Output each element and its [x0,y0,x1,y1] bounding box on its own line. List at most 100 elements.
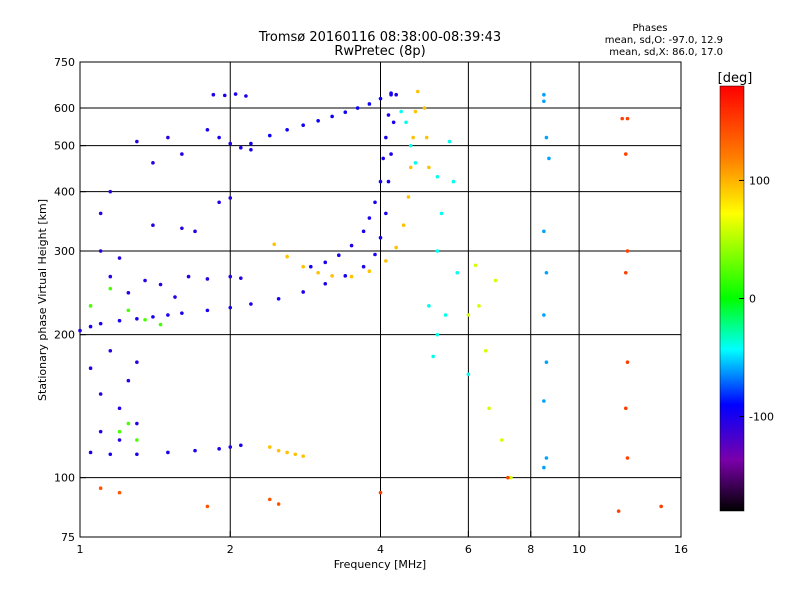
data-point [126,421,131,426]
data-point [117,438,122,442]
data-point [228,141,233,146]
data-point [616,509,621,513]
data-point [435,174,440,179]
x-tick-label: 2 [227,543,234,556]
data-point [98,392,103,396]
colorbar-label: [deg] [718,71,753,86]
data-point [394,92,398,97]
plot-area [78,61,682,538]
data-point [249,302,253,306]
data-point [108,286,113,291]
data-point [381,156,385,161]
x-tick-label: 8 [527,543,534,556]
data-point [367,102,372,106]
data-point [88,304,93,308]
data-point [384,135,388,140]
data-point [244,94,248,98]
data-point [378,490,383,495]
data-point [493,278,498,283]
data-point [404,120,408,125]
data-point [542,399,546,403]
data-point [447,139,452,144]
x-tick-label: 16 [674,543,688,556]
data-point [301,454,305,458]
data-point [308,264,313,269]
data-point [542,229,546,234]
trace-7 [267,445,305,458]
data-point [135,139,139,144]
data-point [158,322,163,327]
data-point [361,229,366,234]
data-point [389,152,393,156]
data-point [222,93,227,98]
data-point [135,316,139,321]
trace-13 [378,116,663,513]
trace-12 [542,92,551,470]
data-point [401,223,406,228]
data-point [337,253,341,257]
data-point [205,127,210,132]
y-tick-label: 500 [54,140,75,153]
data-points [78,89,663,513]
data-point [625,360,630,365]
trace-11 [466,263,513,480]
data-point [126,308,131,313]
colorbar-tick-label: 0 [749,293,756,306]
data-point [228,274,233,279]
data-point [367,216,372,220]
y-tick-label: 400 [54,186,75,199]
data-point [285,127,289,132]
x-tick-label: 1 [77,543,84,556]
data-point [173,295,177,299]
data-point [285,254,289,259]
data-point [151,315,155,319]
data-point [620,116,625,121]
trace-10 [399,109,471,377]
data-point [542,313,546,317]
colorbar-gradient [719,85,745,512]
data-point [330,114,334,119]
data-point [386,113,391,117]
trace-1 [78,92,398,333]
data-point [413,109,418,114]
data-point [151,223,155,228]
data-point [301,290,305,294]
data-point [117,406,122,411]
data-point [217,447,221,451]
data-point [117,256,122,260]
trace-3 [308,92,393,269]
data-point [373,252,377,257]
data-point [451,179,456,184]
data-point [386,179,391,184]
x-tick-label: 4 [377,543,384,556]
data-point [625,456,630,460]
data-point [316,118,320,123]
data-point [186,274,191,279]
data-point [135,438,139,442]
data-point [143,317,147,322]
data-point [544,270,549,275]
data-point [211,92,216,97]
trace-14 [98,486,281,509]
data-point [135,421,139,426]
y-tick-label: 100 [54,472,75,485]
data-point [117,490,122,495]
data-point [98,211,103,216]
data-point [98,429,103,434]
data-point [217,135,221,140]
data-point [143,278,147,283]
data-point [272,242,277,247]
data-point [623,406,628,411]
data-point [126,291,131,295]
data-point [483,348,488,353]
data-point [435,332,440,337]
data-point [455,270,460,275]
data-point [117,429,122,434]
data-point [78,328,82,333]
colorbar: [deg] 100 0 -100 [718,71,774,512]
data-point [88,324,93,329]
data-point [411,135,415,140]
data-point [378,179,383,184]
data-point [361,264,366,269]
